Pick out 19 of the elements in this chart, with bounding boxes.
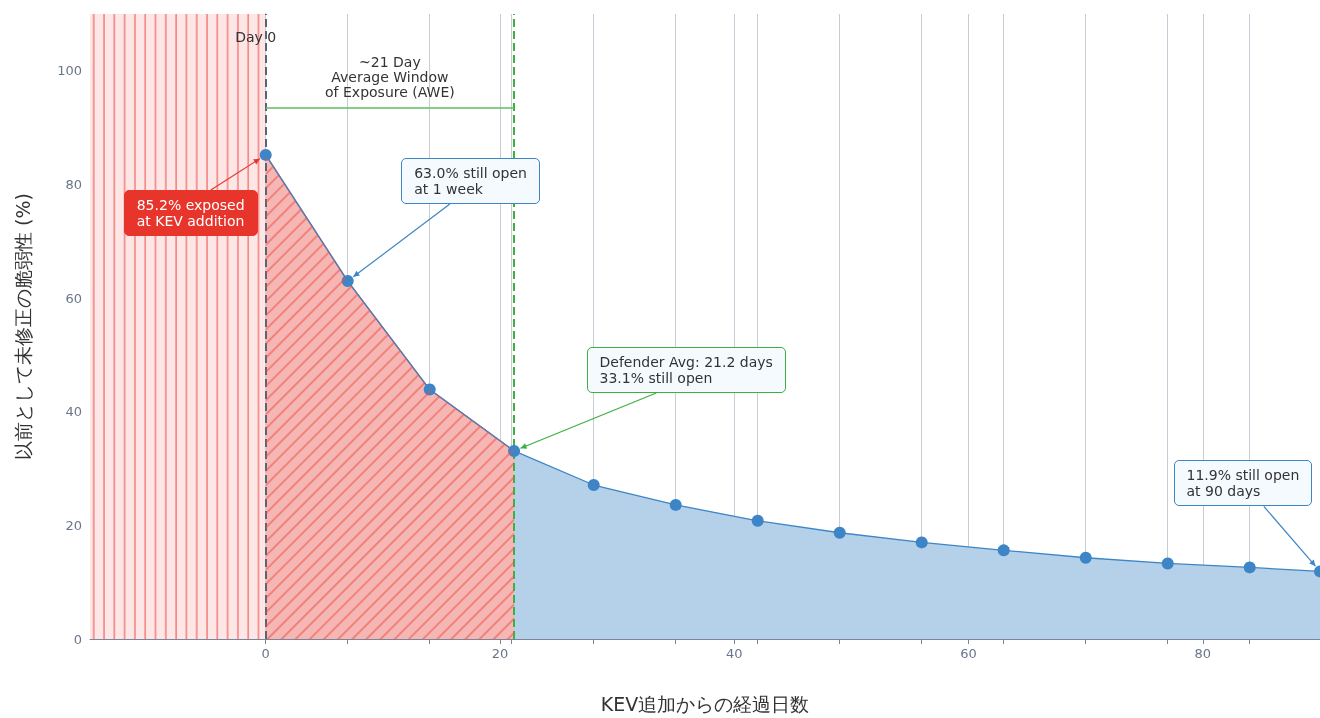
annotation: Defender Avg: 21.2 days 33.1% still open — [586, 346, 786, 393]
y-axis-title: 以前として未修正の脆弱性 (%) — [11, 193, 34, 460]
y-tick-label: 20 — [65, 517, 82, 533]
y-tick-label: 80 — [65, 176, 82, 192]
annotation: 85.2% exposed at KEV addition — [123, 189, 258, 236]
annotation: 63.0% still open at 1 week — [401, 158, 540, 205]
x-axis-title: KEV追加からの経過日数 — [600, 692, 810, 715]
annotation: ~21 Day Average Window of Exposure (AWE) — [325, 54, 455, 100]
ref-line-label: Day 0 — [235, 29, 277, 45]
x-tick-label: 40 — [726, 646, 743, 661]
x-tick-label: 20 — [491, 646, 509, 661]
y-tick-label: 40 — [65, 404, 82, 420]
x-tick-label: 60 — [960, 646, 977, 661]
y-tick-label: 100 — [57, 63, 82, 79]
x-tick-label: 0 — [261, 646, 270, 661]
x-tick-label: 80 — [1194, 646, 1212, 661]
annotation: 11.9% still open at 90 days — [1173, 460, 1313, 507]
y-tick-label: 0 — [73, 631, 82, 647]
y-tick-label: 60 — [65, 290, 82, 306]
